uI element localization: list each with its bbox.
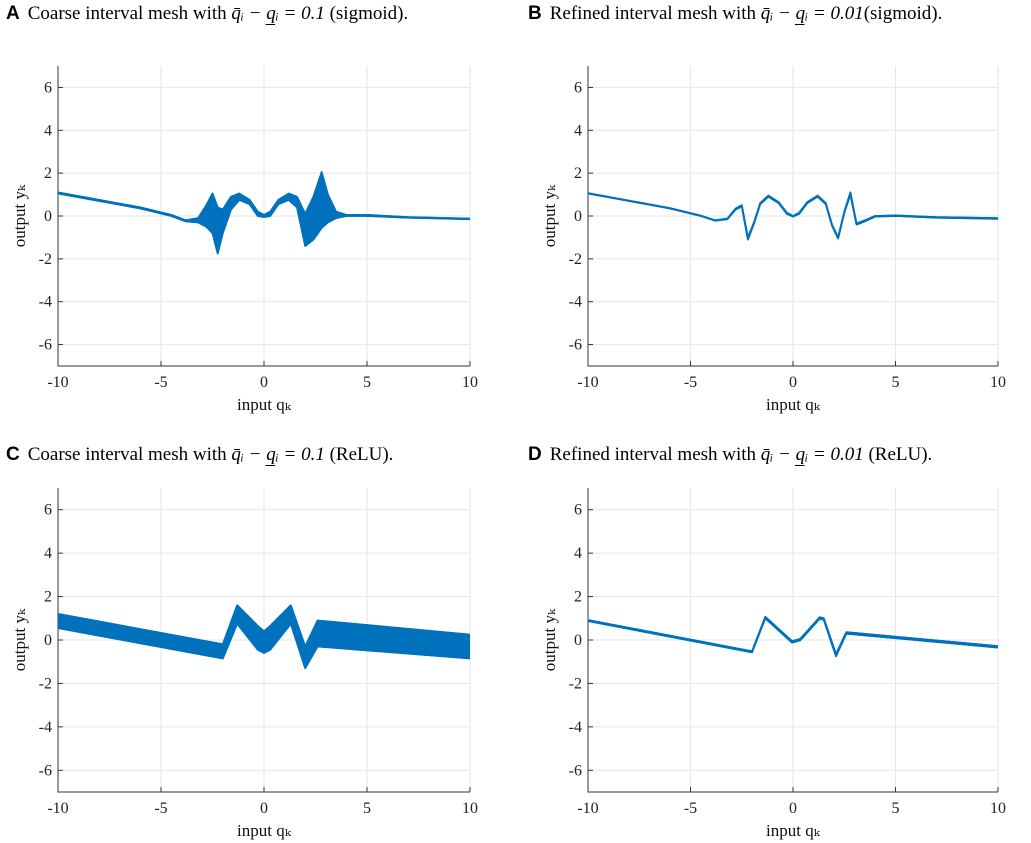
- series-line: [58, 622, 470, 670]
- y-axis-label: output yₖ: [10, 608, 29, 671]
- series-line: [588, 192, 998, 241]
- x-tick-label: 0: [260, 800, 268, 817]
- y-tick-label: 0: [574, 208, 582, 225]
- x-tick-label: 5: [363, 374, 371, 391]
- y-tick-label: 6: [574, 79, 582, 96]
- title-text: Coarse interval mesh with: [28, 444, 232, 465]
- y-tick-label: 0: [44, 632, 52, 649]
- x-tick-label: -5: [684, 800, 697, 817]
- x-tick-label: -10: [577, 800, 598, 817]
- x-tick-label: 5: [892, 374, 900, 391]
- x-tick-label: -10: [577, 374, 598, 391]
- chart-panel-d: D Refined interval mesh with q̄ᵢ − q̲ᵢ = …: [528, 444, 1006, 840]
- x-tick-label: -5: [154, 800, 167, 817]
- y-tick-label: -2: [569, 675, 582, 692]
- y-tick-label: 4: [44, 545, 52, 562]
- y-tick-label: 6: [574, 502, 582, 519]
- y-tick-label: -4: [569, 719, 582, 736]
- title-text: Coarse interval mesh with: [28, 3, 232, 24]
- title-math: q̄ᵢ − q̲ᵢ = 0.1: [231, 444, 324, 467]
- y-tick-label: -2: [39, 251, 52, 268]
- x-tick-label: 10: [462, 374, 478, 391]
- x-tick-label: -10: [47, 374, 68, 391]
- x-tick-label: 0: [789, 374, 797, 391]
- panel-letter: D: [528, 444, 542, 465]
- x-axis-label: input qₖ: [766, 395, 821, 414]
- series-line: [58, 171, 470, 222]
- y-axis-label: output yₖ: [10, 184, 29, 247]
- y-tick-label: -2: [569, 251, 582, 268]
- chart-panel-c: C Coarse interval mesh with q̄ᵢ − q̲ᵢ = 0…: [6, 444, 478, 840]
- y-tick-label: -6: [39, 762, 52, 779]
- title-text: Refined interval mesh with: [550, 3, 761, 24]
- chart-panel-b: B Refined interval mesh with q̄ᵢ − q̲ᵢ = …: [528, 3, 1006, 414]
- panel-letter: B: [528, 3, 542, 24]
- y-tick-label: -6: [569, 337, 582, 354]
- title-suffix: (sigmoid).: [864, 3, 943, 24]
- x-tick-label: 0: [260, 374, 268, 391]
- y-tick-label: 2: [574, 589, 582, 606]
- panel-title: A Coarse interval mesh with q̄ᵢ − q̲ᵢ = 0…: [6, 3, 408, 26]
- y-tick-label: 2: [44, 589, 52, 606]
- y-tick-label: 4: [44, 122, 52, 139]
- y-tick-label: -6: [39, 337, 52, 354]
- title-math: q̄ᵢ − q̲ᵢ = 0.01: [761, 444, 864, 467]
- y-tick-label: 0: [44, 208, 52, 225]
- x-tick-label: 5: [363, 800, 371, 817]
- title-text: Refined interval mesh with: [550, 444, 761, 465]
- y-tick-label: 2: [44, 165, 52, 182]
- panel-title: D Refined interval mesh with q̄ᵢ − q̲ᵢ = …: [528, 444, 932, 467]
- panel-letter: A: [6, 3, 20, 24]
- x-axis-label: input qₖ: [766, 821, 821, 840]
- x-axis-label: input qₖ: [237, 821, 292, 840]
- y-axis-label: output yₖ: [540, 184, 559, 247]
- title-suffix: (sigmoid).: [325, 3, 408, 24]
- y-tick-label: 4: [574, 122, 582, 139]
- y-axis-label: output yₖ: [540, 608, 559, 671]
- series-line: [588, 617, 998, 658]
- y-tick-label: 0: [574, 632, 582, 649]
- x-tick-label: 0: [789, 800, 797, 817]
- x-tick-label: 10: [462, 800, 478, 817]
- panel-title: C Coarse interval mesh with q̄ᵢ − q̲ᵢ = 0…: [6, 444, 393, 467]
- y-tick-label: 4: [574, 545, 582, 562]
- chart-panel-a: A Coarse interval mesh with q̄ᵢ − q̲ᵢ = 0…: [6, 3, 478, 414]
- x-tick-label: -5: [684, 374, 697, 391]
- series-line: [58, 192, 470, 255]
- x-tick-label: 5: [892, 800, 900, 817]
- y-tick-label: -4: [39, 719, 52, 736]
- title-math: q̄ᵢ − q̲ᵢ = 0.01: [761, 3, 864, 26]
- y-tick-label: -6: [569, 762, 582, 779]
- x-tick-label: -5: [154, 374, 167, 391]
- title-suffix: (ReLU).: [325, 444, 394, 465]
- x-axis-label: input qₖ: [237, 395, 292, 414]
- y-tick-label: -4: [569, 294, 582, 311]
- y-tick-label: -2: [39, 675, 52, 692]
- y-tick-label: 6: [44, 79, 52, 96]
- x-tick-label: 10: [990, 374, 1006, 391]
- panel-title: B Refined interval mesh with q̄ᵢ − q̲ᵢ = …: [528, 3, 942, 26]
- title-suffix: (ReLU).: [864, 444, 933, 465]
- y-tick-label: 6: [44, 502, 52, 519]
- panel-letter: C: [6, 444, 20, 465]
- x-tick-label: -10: [47, 800, 68, 817]
- series-line: [58, 604, 470, 648]
- x-tick-label: 10: [990, 800, 1006, 817]
- title-math: q̄ᵢ − q̲ᵢ = 0.1: [231, 3, 324, 26]
- y-tick-label: 2: [574, 165, 582, 182]
- y-tick-label: -4: [39, 294, 52, 311]
